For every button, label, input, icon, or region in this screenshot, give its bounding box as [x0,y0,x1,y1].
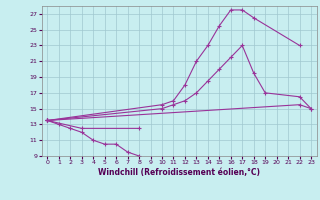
X-axis label: Windchill (Refroidissement éolien,°C): Windchill (Refroidissement éolien,°C) [98,168,260,177]
